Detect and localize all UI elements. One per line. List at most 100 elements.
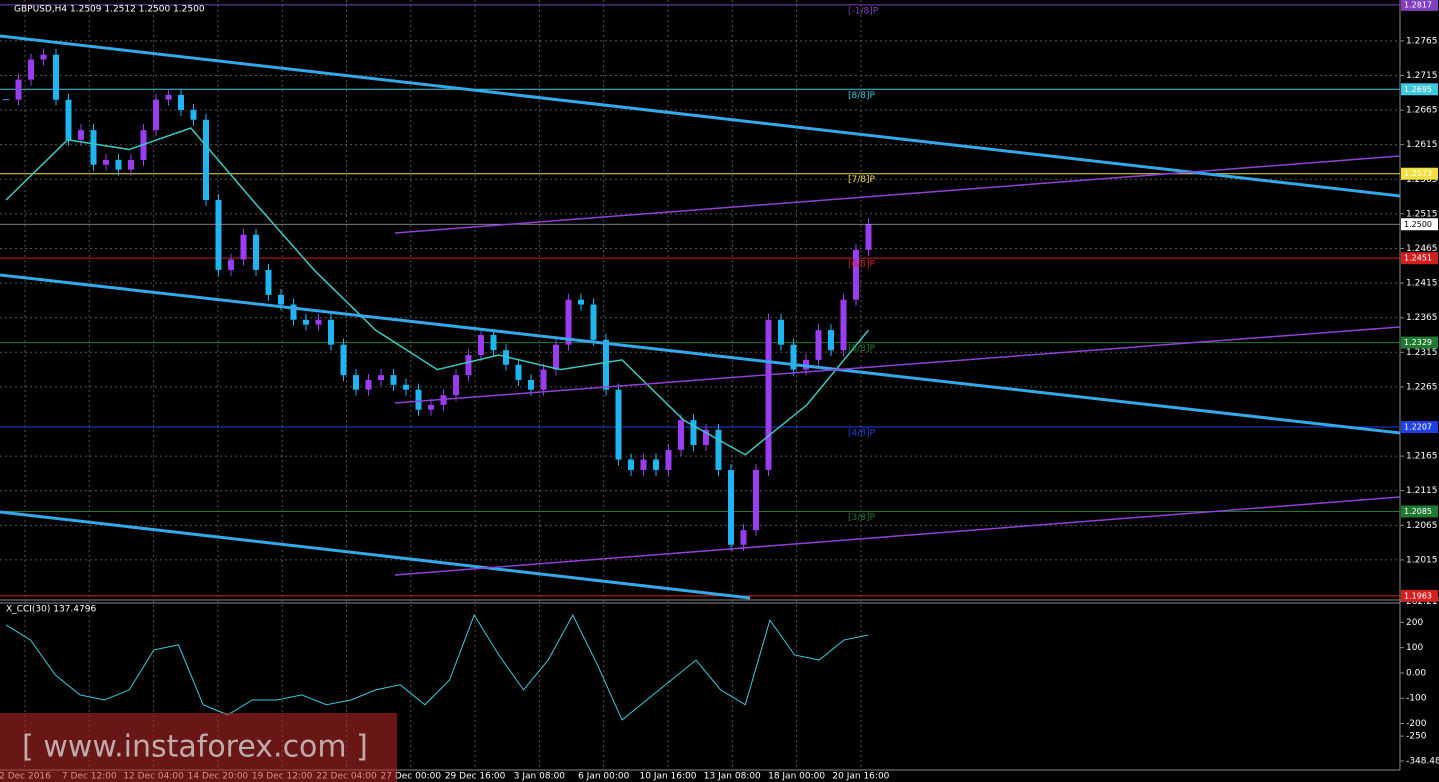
candle-body <box>353 375 359 390</box>
y-tick-label: 1.2365 <box>1406 313 1438 323</box>
y-tick-label: 1.2515 <box>1406 209 1438 219</box>
candle-body <box>540 369 547 390</box>
current-price: 1.2500 <box>1404 220 1432 229</box>
level-label: [8/8]P <box>848 91 876 101</box>
candle-body <box>553 344 559 370</box>
level-price-box <box>1401 336 1438 349</box>
candle-body <box>753 469 759 531</box>
candle-body <box>603 339 609 390</box>
candle-body <box>240 234 247 260</box>
y-tick-label: 1.2165 <box>1406 452 1438 462</box>
y-tick-label: -200 <box>1406 719 1427 729</box>
candle-body <box>728 469 734 545</box>
level-price: 1.2695 <box>1404 85 1432 94</box>
current-price-box <box>1401 218 1438 231</box>
level-price: 1.2329 <box>1404 338 1432 347</box>
level-label: [-1/8]P <box>848 6 879 16</box>
candle-body <box>478 334 484 356</box>
candle-body <box>228 259 234 270</box>
level-price-box <box>1401 421 1438 434</box>
candle-body <box>378 375 384 380</box>
level-price: 1.2085 <box>1404 507 1432 516</box>
candle-body <box>690 420 697 446</box>
regression-line <box>394 496 1401 576</box>
level-label: [7/8]P <box>848 175 876 185</box>
candle-body <box>403 384 409 390</box>
x-tick-label: 13 Jan 08:00 <box>704 772 761 782</box>
x-tick-label: 6 Jan 00:00 <box>578 772 630 782</box>
candle-body <box>428 404 434 410</box>
y-tick-label: 1.2465 <box>1406 244 1438 254</box>
indicator-title: X_CCI(30) 137.4796 <box>6 605 96 615</box>
candle-body <box>565 299 572 345</box>
candle-body <box>715 429 722 470</box>
channel-line <box>0 510 751 600</box>
candle-body <box>128 159 134 170</box>
level-label: [3/8]P <box>848 513 876 523</box>
candle-body <box>90 130 97 165</box>
overlay: 1.2817 [-1/8]P 1.2695 [8/8]P 1.2573 [7/8]P 1.2… <box>848 0 1438 602</box>
candle-body <box>815 330 822 360</box>
watermark: [ www.instaforex.com ] <box>22 730 368 765</box>
candle-body <box>490 334 497 351</box>
candle-body <box>203 119 209 201</box>
x-tick-label: 10 Jan 16:00 <box>640 772 697 782</box>
level-label: [6/8]P <box>848 260 876 270</box>
level-price: 1.2451 <box>1404 254 1432 263</box>
y-tick-label: 1.2065 <box>1406 521 1438 531</box>
candle-body <box>278 294 284 305</box>
regression-line <box>394 326 1401 404</box>
candle-body <box>40 54 47 60</box>
candle-body <box>853 249 859 300</box>
y-tick-label: 1.2665 <box>1406 106 1438 116</box>
candle-body <box>190 110 197 120</box>
level-price-box <box>1401 252 1438 265</box>
candle-body <box>65 99 72 140</box>
candle-body <box>315 319 322 325</box>
candle-body <box>365 379 372 390</box>
candle-body <box>290 304 297 320</box>
candle-body <box>865 224 872 250</box>
y-tick-label: -100 <box>1406 694 1427 704</box>
y-tick-label: 1.2265 <box>1406 382 1438 392</box>
candle-body <box>453 375 459 396</box>
candle-body <box>578 299 584 305</box>
candle-body <box>178 94 184 111</box>
y-tick-label: 100 <box>1406 643 1423 653</box>
level-label: [5/8]P <box>848 344 876 354</box>
cci-line <box>5 613 869 721</box>
level-price: 1.2207 <box>1404 423 1432 432</box>
y-tick-label: 1.2615 <box>1406 140 1438 150</box>
candle-body <box>28 59 34 80</box>
candle-body <box>590 304 597 340</box>
watermark-box <box>0 713 397 782</box>
candle-body <box>678 420 684 450</box>
candle-body <box>653 459 659 470</box>
candle-body <box>790 344 797 370</box>
candle-body <box>765 319 772 470</box>
level-label: [4/8]P <box>848 429 876 439</box>
candle-body <box>628 459 634 470</box>
channel-line <box>0 273 1401 435</box>
x-tick-label: 3 Jan 08:00 <box>514 772 566 782</box>
level-price-box <box>1401 83 1438 96</box>
candle-body <box>465 355 472 376</box>
chart-title: GBPUSD,H4 1.2509 1.2512 1.2500 1.2500 <box>14 5 205 15</box>
candle-body <box>390 375 397 385</box>
candle-body <box>665 449 672 470</box>
level-price-box <box>1401 589 1438 602</box>
y-tick-label: 1.2765 <box>1406 36 1438 46</box>
y-tick-label: 1.2565 <box>1406 175 1438 185</box>
candle-body <box>153 99 159 131</box>
level-price: 1.2573 <box>1404 169 1432 178</box>
regression-line <box>394 155 1401 234</box>
candle-body <box>640 459 647 470</box>
candle-body <box>528 379 534 390</box>
candle-body <box>740 530 747 545</box>
candle-body <box>165 94 172 100</box>
level-price: 1.1963 <box>1404 591 1432 600</box>
y-tick-label: 1.2015 <box>1406 555 1438 565</box>
